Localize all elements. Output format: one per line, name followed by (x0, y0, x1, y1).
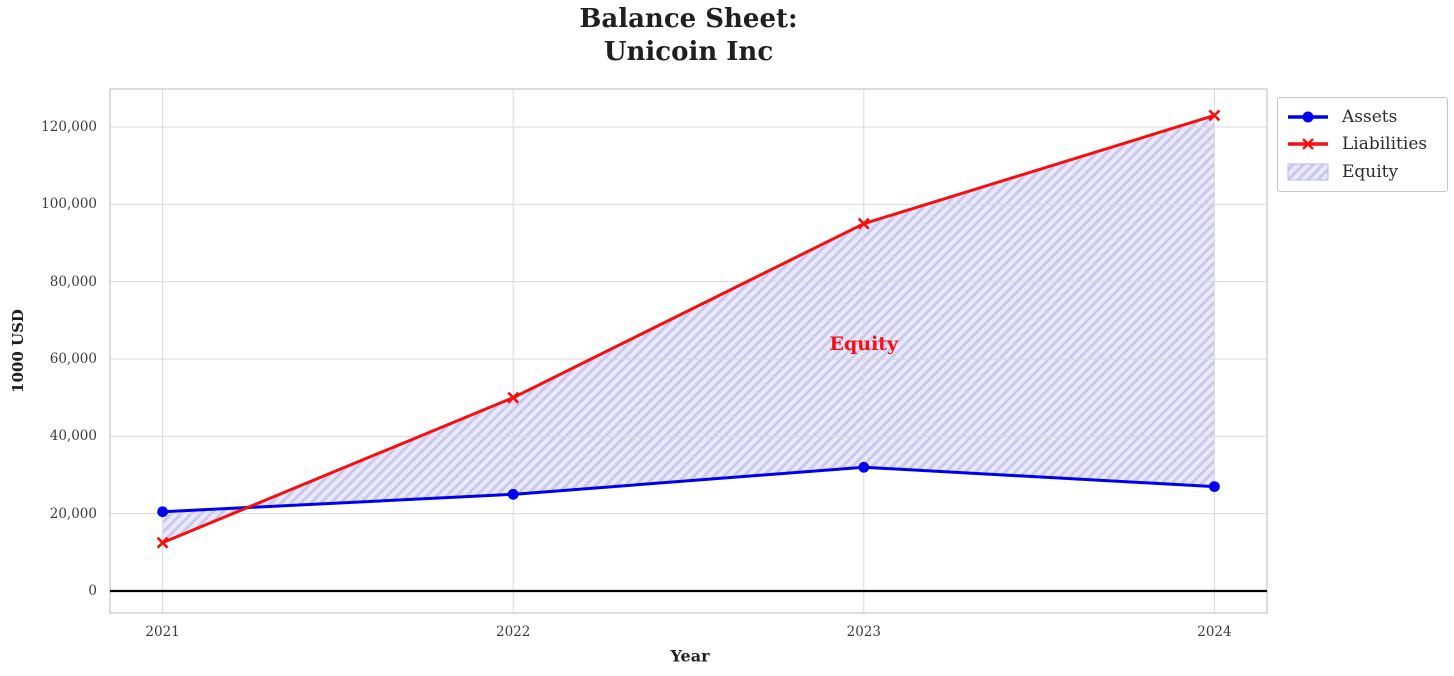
chart-title: Balance Sheet: Unicoin Inc (110, 3, 1267, 69)
x-axis-label: Year (670, 646, 710, 666)
data-point-liabilities (507, 391, 520, 404)
y-tick-label: 80,000 (49, 273, 97, 290)
data-point-assets (1209, 481, 1220, 493)
series-line-assets (162, 465, 1215, 514)
x-tick-label: 2022 (496, 624, 531, 640)
equity-patch-swatch (1287, 163, 1329, 181)
assets-line-swatch (1288, 111, 1328, 123)
data-point-assets (858, 461, 870, 473)
legend-label-liabilities: Liabilities (1342, 134, 1428, 155)
liabilities-line-swatch (1288, 138, 1328, 151)
legend-label-assets: Assets (1342, 106, 1398, 127)
x-tick-label: 2021 (145, 624, 180, 640)
legend-item-assets: Assets (1285, 103, 1447, 131)
y-tick-label: 20,000 (49, 505, 97, 522)
x-tick-label: 2023 (846, 624, 881, 640)
legend-label-equity: Equity (1342, 161, 1399, 182)
x-tick-label: 2024 (1197, 624, 1232, 640)
data-point-liabilities (857, 217, 870, 230)
legend: Assets Liabilities Equity (1277, 97, 1448, 192)
data-point-liabilities (1208, 109, 1221, 122)
data-point-assets (157, 506, 168, 518)
y-tick-label: 120,000 (41, 119, 97, 135)
data-point-liabilities (156, 536, 169, 549)
chart-title-line2: Unicoin Inc (603, 37, 774, 67)
equity-annotation: Equity (829, 332, 899, 355)
legend-item-liabilities: Liabilities (1285, 131, 1447, 159)
y-tick-label: 0 (88, 582, 97, 599)
legend-item-equity: Equity (1285, 158, 1447, 186)
chart-title-line1: Balance Sheet: (579, 4, 798, 34)
y-tick-label: 40,000 (49, 428, 97, 445)
y-tick-label: 60,000 (49, 351, 97, 367)
series-line-liabilities (162, 113, 1215, 545)
y-tick-label: 100,000 (41, 196, 97, 213)
data-point-assets (507, 488, 519, 500)
plot-frame (109, 88, 1268, 614)
